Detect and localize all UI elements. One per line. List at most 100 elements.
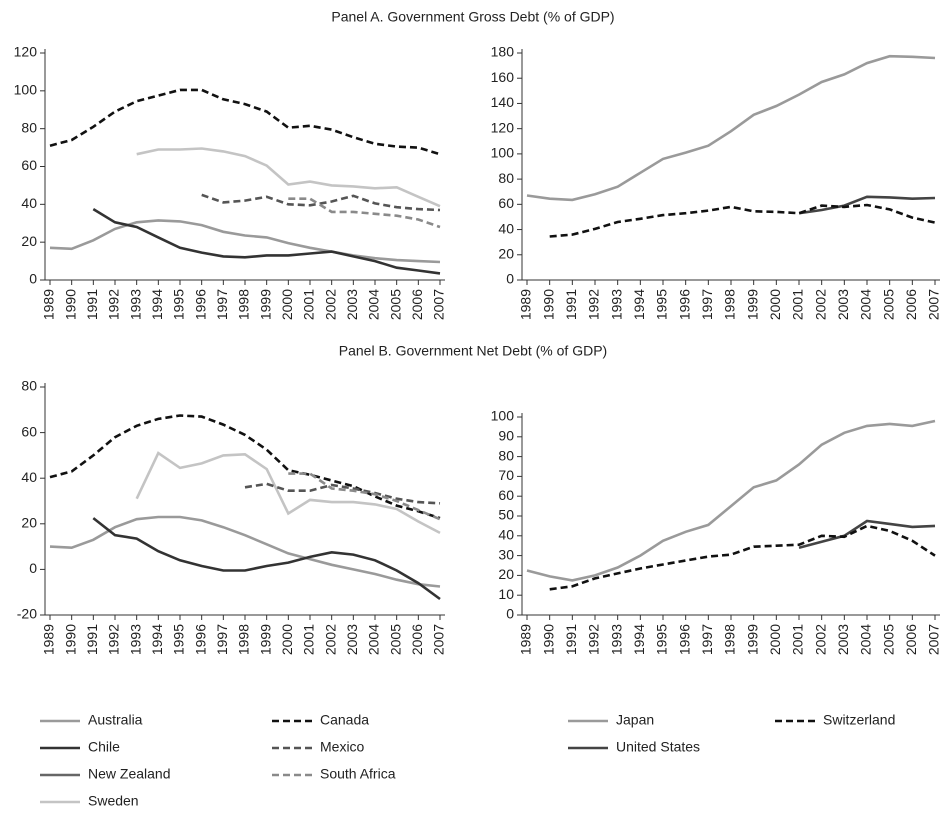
series-line <box>798 195 936 215</box>
y-tick-label: 140 <box>491 94 515 110</box>
series-line <box>288 472 441 521</box>
y-tick-label: 20 <box>498 245 514 261</box>
x-tick-label: 2006 <box>409 624 425 655</box>
x-tick-label: 1991 <box>84 289 100 320</box>
x-tick-label: 1993 <box>608 289 624 320</box>
x-tick-label: 2005 <box>387 289 403 320</box>
x-tick-label: 1995 <box>171 289 187 320</box>
x-tick-label: 1990 <box>62 289 78 320</box>
x-tick-label: 2006 <box>903 624 919 655</box>
y-tick-label: 80 <box>498 447 514 463</box>
x-tick-label: 1997 <box>699 289 715 320</box>
x-tick-label: 1994 <box>631 624 647 655</box>
x-tick-label: 1999 <box>257 289 273 320</box>
x-tick-label: 1995 <box>654 289 670 320</box>
legend-label: Australia <box>88 712 143 728</box>
y-tick-label: 50 <box>498 507 514 523</box>
y-tick-label: 60 <box>498 487 514 503</box>
x-tick-label: 2005 <box>880 289 896 320</box>
x-tick-label: 2004 <box>366 624 382 655</box>
x-tick-label: 1998 <box>236 289 252 320</box>
x-tick-label: 1989 <box>41 289 57 320</box>
x-tick-label: 2007 <box>926 289 942 320</box>
series-line <box>135 451 441 535</box>
series-line <box>49 88 441 156</box>
panel-title: Panel A. Government Gross Debt (% of GDP… <box>331 9 614 25</box>
series-line <box>92 517 441 601</box>
y-tick-label: 100 <box>491 145 515 161</box>
y-tick-label: 100 <box>14 82 38 98</box>
series-line <box>244 482 441 505</box>
y-tick-label: -20 <box>17 606 37 622</box>
legend-label: Chile <box>88 739 120 755</box>
y-tick-label: 0 <box>29 560 37 576</box>
x-tick-label: 1991 <box>84 624 100 655</box>
x-tick-label: 2003 <box>835 289 851 320</box>
x-tick-label: 2002 <box>812 624 828 655</box>
x-tick-label: 2003 <box>344 624 360 655</box>
x-tick-label: 1997 <box>214 289 230 320</box>
x-tick-label: 2002 <box>812 289 828 320</box>
x-tick-label: 1989 <box>518 624 534 655</box>
y-tick-label: 20 <box>21 515 37 531</box>
series-line <box>49 219 441 264</box>
x-tick-label: 1999 <box>744 624 760 655</box>
y-tick-label: 120 <box>14 44 38 60</box>
series-line <box>201 193 441 212</box>
legend-label: Japan <box>616 712 654 728</box>
series-line <box>136 147 441 208</box>
legend-label: Mexico <box>320 739 365 755</box>
x-tick-label: 2000 <box>279 289 295 320</box>
x-tick-label: 1996 <box>676 289 692 320</box>
y-tick-label: 0 <box>506 606 514 622</box>
series-line <box>526 419 936 582</box>
series-line <box>549 203 936 238</box>
x-tick-label: 2000 <box>767 624 783 655</box>
x-tick-label: 2001 <box>790 289 806 320</box>
y-tick-label: 60 <box>21 157 37 173</box>
x-tick-label: 2006 <box>409 289 425 320</box>
series-line <box>798 519 936 549</box>
x-tick-label: 1997 <box>214 624 230 655</box>
x-tick-label: 2000 <box>767 289 783 320</box>
x-tick-label: 1990 <box>540 289 556 320</box>
x-tick-label: 1992 <box>586 289 602 320</box>
y-tick-label: 70 <box>498 467 514 483</box>
y-tick-label: 20 <box>498 566 514 582</box>
x-tick-label: 1999 <box>744 289 760 320</box>
x-tick-label: 1992 <box>106 289 122 320</box>
x-tick-label: 1989 <box>41 624 57 655</box>
x-tick-label: 1994 <box>631 289 647 320</box>
x-tick-label: 1998 <box>722 289 738 320</box>
y-tick-label: 10 <box>498 586 514 602</box>
x-tick-label: 2004 <box>858 624 874 655</box>
series-line <box>49 515 441 588</box>
x-tick-label: 1991 <box>563 289 579 320</box>
series-line <box>92 207 441 275</box>
series-line <box>526 54 936 202</box>
x-tick-label: 1994 <box>149 624 165 655</box>
y-tick-label: 80 <box>21 119 37 135</box>
legend-label: United States <box>616 739 700 755</box>
x-tick-label: 2001 <box>301 289 317 320</box>
x-tick-label: 2006 <box>903 289 919 320</box>
x-tick-label: 1991 <box>563 624 579 655</box>
x-tick-label: 1996 <box>192 289 208 320</box>
x-tick-label: 2004 <box>858 289 874 320</box>
legend-label: Sweden <box>88 793 139 809</box>
x-tick-label: 1999 <box>257 624 273 655</box>
x-tick-label: 1994 <box>149 289 165 320</box>
x-tick-label: 1996 <box>192 624 208 655</box>
y-tick-label: 100 <box>491 408 515 424</box>
x-tick-label: 2002 <box>322 289 338 320</box>
x-tick-label: 1993 <box>127 624 143 655</box>
y-tick-label: 180 <box>491 44 515 60</box>
x-tick-label: 2005 <box>880 624 896 655</box>
x-tick-label: 1989 <box>518 289 534 320</box>
legend-label: Switzerland <box>823 712 895 728</box>
x-tick-label: 1992 <box>106 624 122 655</box>
x-tick-label: 1995 <box>654 624 670 655</box>
x-tick-label: 1993 <box>608 624 624 655</box>
y-tick-label: 40 <box>21 469 37 485</box>
x-tick-label: 1990 <box>62 624 78 655</box>
